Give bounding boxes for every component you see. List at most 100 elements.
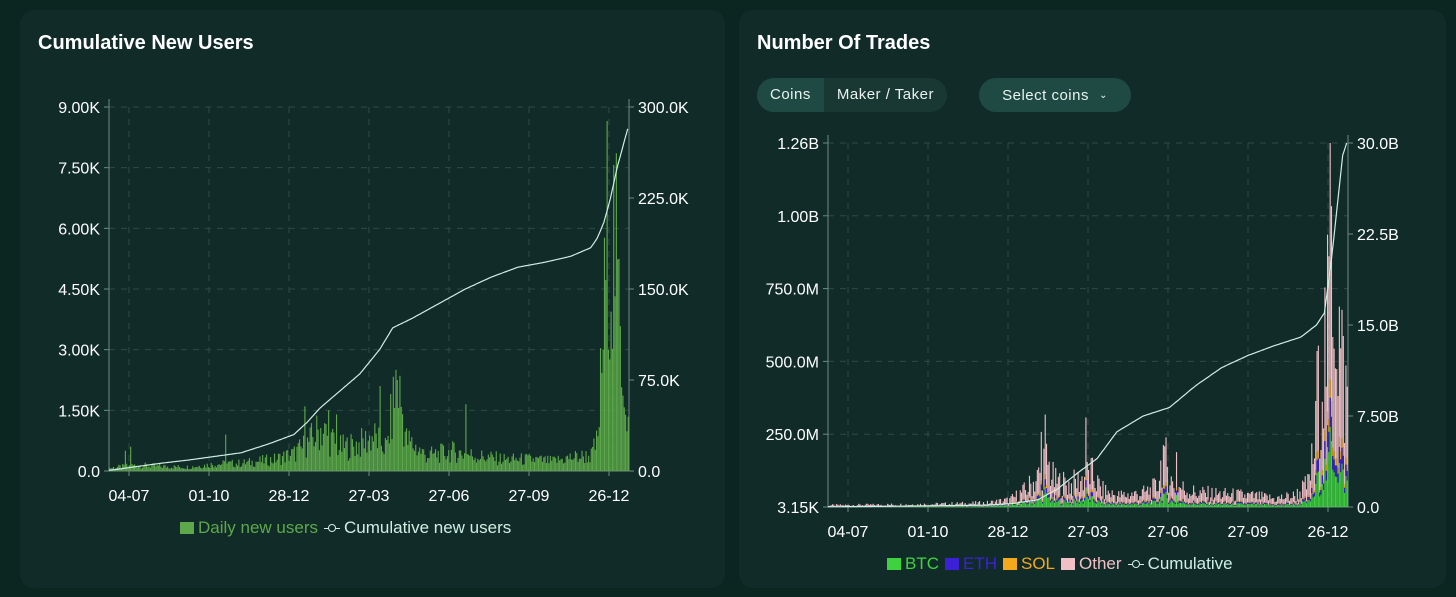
bar [367,440,369,471]
bar-sol [1333,451,1335,460]
legend-item-sol[interactable]: SOL [1003,554,1055,574]
bar-other [887,503,889,506]
bar-btc [1017,506,1019,507]
bar-btc [1156,503,1158,507]
bar-btc [1277,504,1279,507]
toggle-maker-taker[interactable]: Maker / Taker [836,86,934,103]
bar [310,423,313,471]
bar-sol [1026,502,1028,504]
bar-sol [1019,501,1021,502]
bar-sol [1065,499,1067,501]
bar-eth [1224,501,1226,503]
bar-eth [1250,502,1252,504]
y-left-tick-label: 6.00K [58,221,100,238]
bar-btc [1152,500,1154,507]
bar-other [1344,442,1346,485]
bar-eth [1317,458,1319,472]
bar-eth [1240,501,1242,504]
bar [218,464,220,471]
bar [461,455,463,471]
bar [508,463,511,471]
legend-item-cumulative[interactable]: Cumulative [1127,554,1233,574]
bar-btc [1237,503,1239,507]
bar-other [1220,498,1222,505]
bar-eth [1239,502,1241,504]
bar-sol [1080,497,1082,500]
bar [163,465,165,471]
bar-eth [1064,498,1066,501]
bar [173,465,175,471]
bar [229,461,231,471]
bar-eth [1076,501,1078,503]
bar-sol [1182,498,1184,500]
bar-sol [1246,502,1249,503]
bar-sol [1219,501,1221,503]
bar-btc [1164,493,1166,507]
bar-other [1089,484,1091,500]
bar [528,453,530,471]
bar [568,459,570,471]
bar-btc [1330,440,1333,507]
bar [251,460,253,471]
bar-other [1248,492,1250,503]
bar-other [1032,481,1034,499]
bar-other [852,505,855,507]
bar-other [1157,491,1159,502]
bar-sol [1269,502,1271,504]
bar-other [1088,469,1090,495]
bar-sol [1241,501,1243,503]
bar-eth [1109,502,1111,505]
select-coins-button[interactable]: Select coins ⌄ [979,78,1131,112]
bar [172,468,174,471]
bar-other [1015,490,1017,502]
bar [363,448,365,471]
bar-other [1242,497,1245,504]
bar-sol [1073,493,1075,496]
x-tick-label: 26-12 [589,488,630,505]
bar-eth [1260,504,1262,506]
bar-sol [1063,494,1065,497]
bar [555,458,557,471]
legend-item-btc[interactable]: BTC [887,554,939,574]
legend-item-cumulative-new-users[interactable]: Cumulative new users [324,518,511,538]
bar-eth [1252,502,1254,504]
bar-eth [1093,499,1095,502]
bar-other [959,503,961,506]
bar-eth [1168,502,1170,504]
bar-other [1328,256,1330,420]
bar [237,465,239,471]
bar-eth [1034,502,1036,504]
bar [285,450,287,471]
bar-btc [979,505,981,507]
bar [506,458,508,471]
legend-item-daily-new-users[interactable]: Daily new users [180,518,318,538]
bar-other [1228,496,1230,504]
legend-item-other[interactable]: Other [1061,554,1122,574]
bar-other [986,500,989,505]
legend-item-eth[interactable]: ETH [945,554,997,574]
bar [252,466,254,471]
toggle-coins[interactable]: Coins [757,78,824,112]
bar-other [981,505,983,507]
bar-eth [1047,494,1049,498]
bar [596,430,598,471]
bar-btc [1279,505,1281,507]
bar [135,465,137,471]
bar-eth [1242,504,1245,505]
bar-other [1116,496,1119,504]
bar-other [1106,494,1108,503]
bar-sol [1161,500,1163,502]
bar-eth [1307,497,1309,500]
bar-eth [1169,500,1171,503]
bar-btc [1286,503,1288,507]
bar-btc [1034,503,1036,507]
bar-other [1178,487,1180,501]
bar-sol [1334,458,1336,466]
bar [559,460,561,471]
bar [305,457,307,471]
bar-btc [1006,504,1008,507]
bar-other [868,505,870,507]
bar-other [1309,480,1312,498]
bar-btc [1295,505,1297,507]
bar [413,450,415,471]
